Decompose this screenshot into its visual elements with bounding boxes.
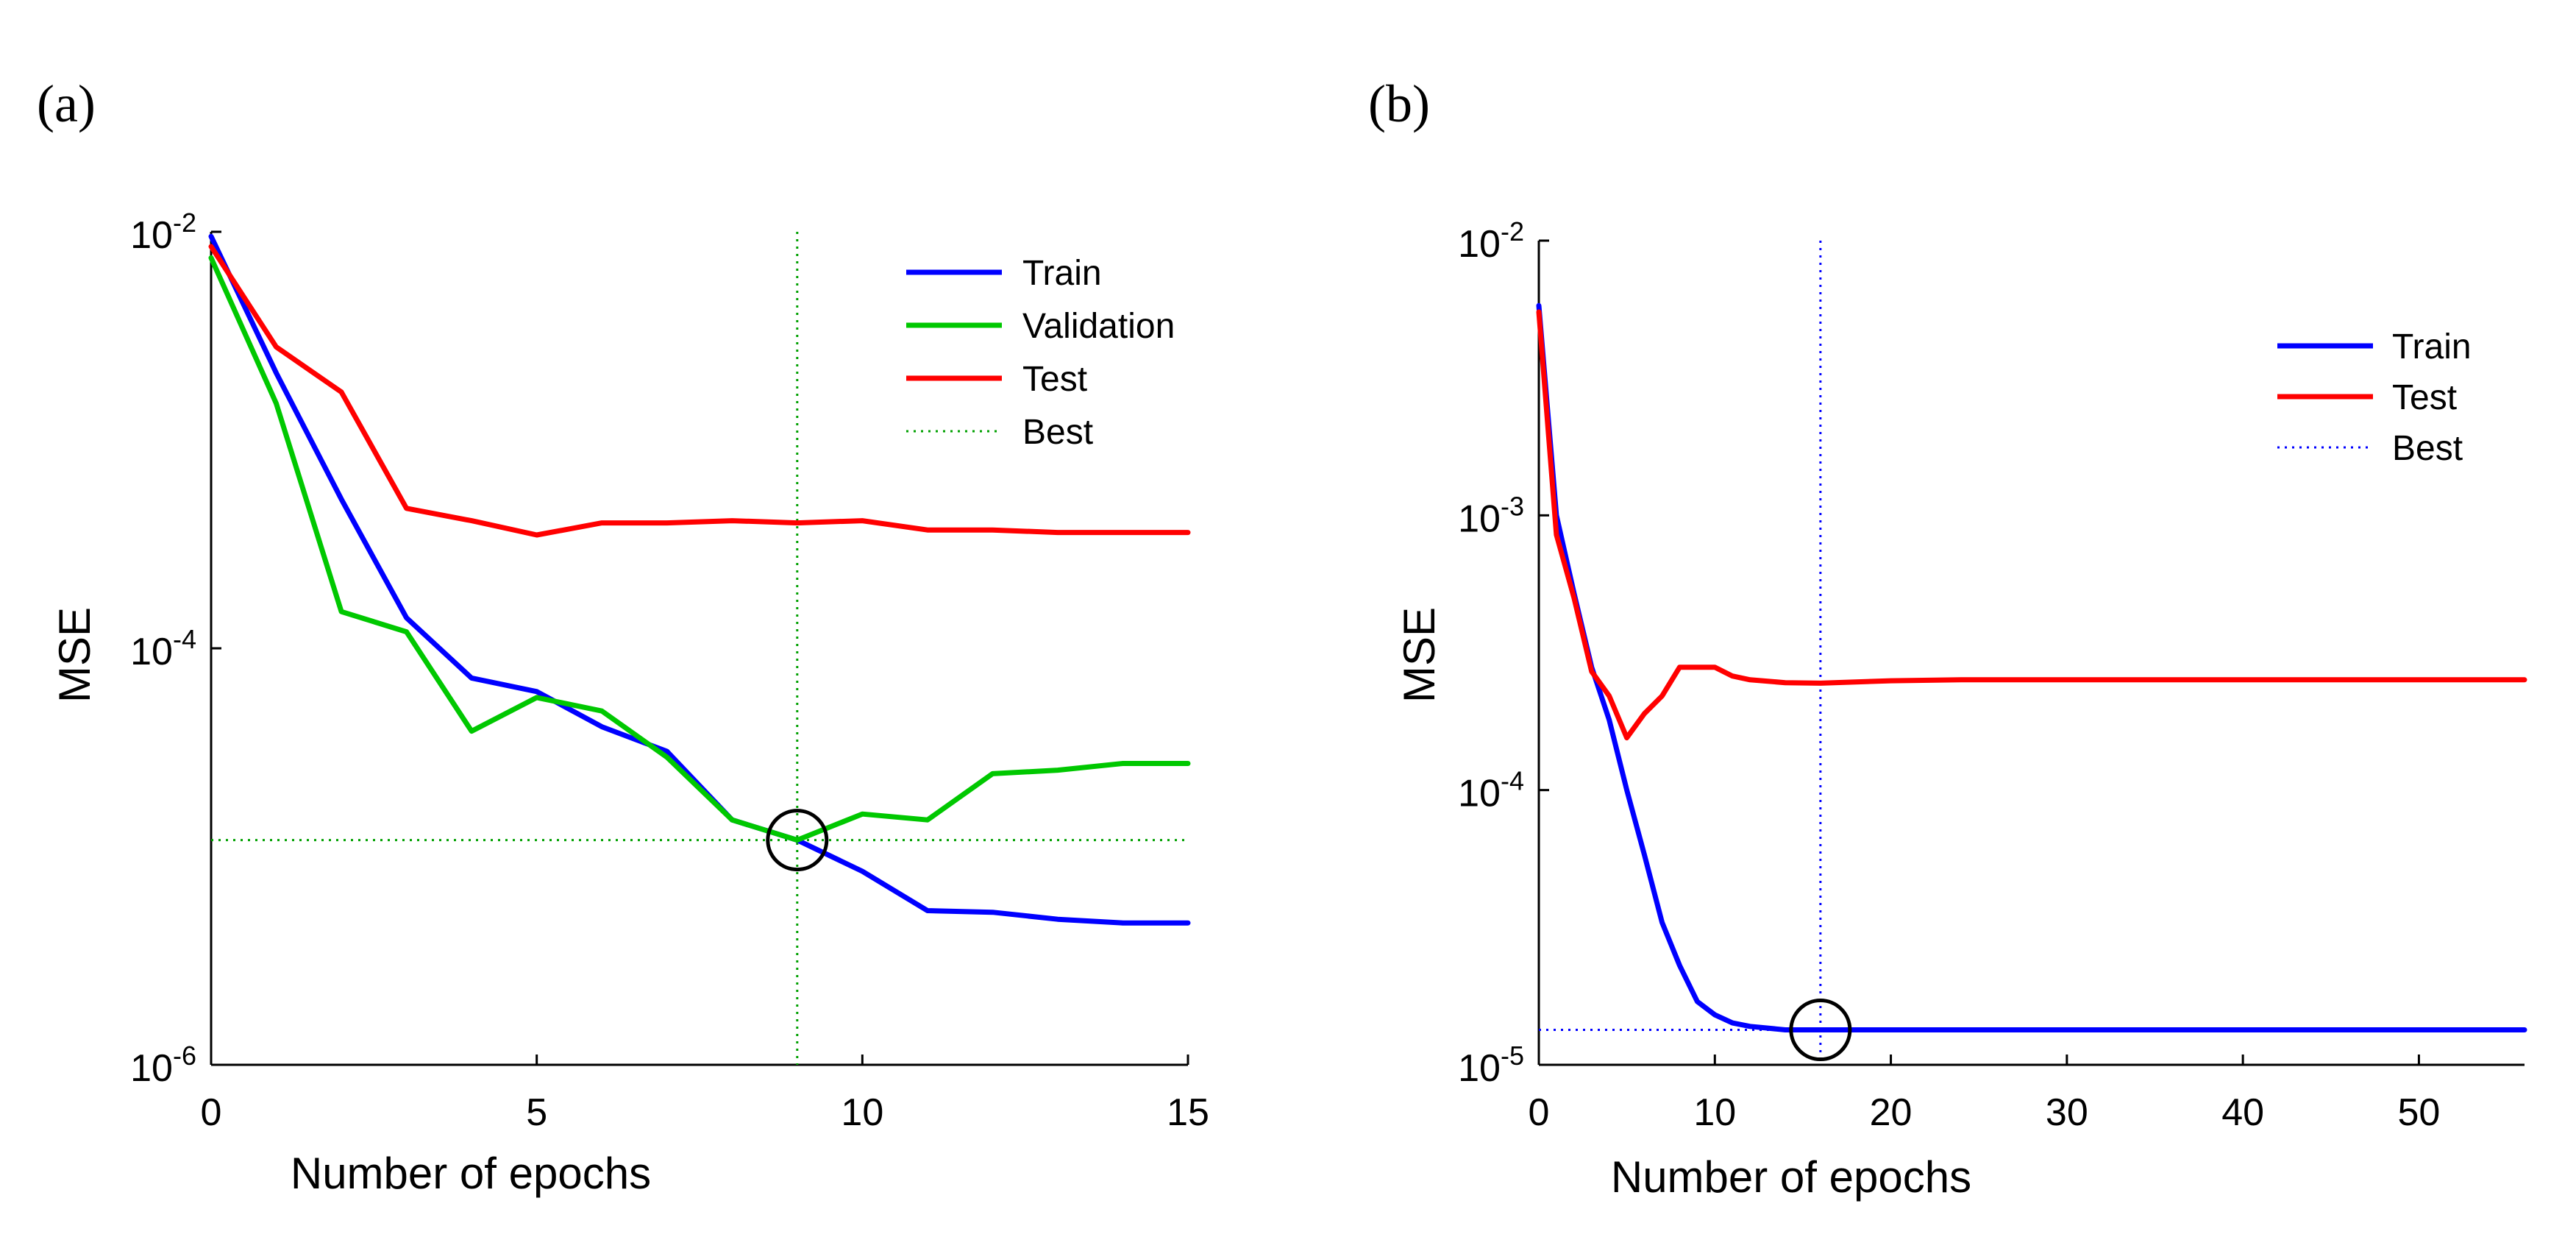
y-tick-label: 10-2 [1458, 216, 1524, 266]
y-tick-label: 10-4 [1458, 766, 1524, 815]
x-tick-label: 30 [2046, 1091, 2088, 1134]
x-tick-label: 0 [201, 1091, 222, 1134]
legend-label-best: Best [2392, 429, 2463, 468]
x-tick-label: 50 [2398, 1091, 2441, 1134]
y-tick-label: 10-5 [1458, 1041, 1524, 1090]
panel-b: (b) Number of epochs MSE 0 10 20 30 40 50 10-2… [1368, 74, 2527, 1202]
series-line-train [1536, 302, 2527, 1032]
best-marker-circle [1789, 999, 1852, 1062]
x-tick-label: 15 [1167, 1091, 1209, 1134]
legend: Train Validation Test Best [906, 254, 1175, 452]
y-tick-label: 10-4 [130, 624, 196, 673]
legend-label-best: Best [1022, 413, 1093, 452]
x-tick-label: 0 [1529, 1091, 1550, 1134]
series-line-test [1536, 309, 2527, 741]
panel-a: (a) Number of epochs MSE 0 5 10 15 10-2 10-4 1… [37, 74, 1209, 1198]
plot-area: 0 5 10 15 10-2 10-4 10-6 [130, 208, 1209, 1134]
y-tick-label: 10-2 [130, 208, 196, 257]
x-tick-label: 20 [1870, 1091, 1913, 1134]
x-tick-label: 10 [1693, 1091, 1736, 1134]
y-axis-label: MSE [50, 607, 99, 703]
legend-label-test: Test [1022, 360, 1087, 399]
legend: Train Test Best [2277, 327, 2472, 468]
x-tick-label: 40 [2221, 1091, 2264, 1134]
x-tick-label: 5 [526, 1091, 547, 1134]
best-marker-circle [766, 809, 829, 872]
series-line-test [208, 244, 1191, 538]
x-tick-label: 10 [841, 1091, 883, 1134]
y-tick-label: 10-6 [130, 1041, 196, 1090]
y-axis-label: MSE [1395, 607, 1444, 703]
panel-label: (b) [1368, 74, 1430, 133]
series-line-validation [208, 255, 1191, 843]
legend-label-validation: Validation [1022, 307, 1175, 346]
plot-area: 0 10 20 30 40 50 10-2 10-3 10-4 10-5 [1458, 216, 2527, 1134]
legend-label-train: Train [1022, 254, 1102, 293]
x-axis-label: Number of epochs [1611, 1152, 1971, 1202]
legend-label-train: Train [2392, 327, 2472, 366]
legend-label-test: Test [2392, 378, 2457, 417]
y-tick-label: 10-3 [1458, 491, 1524, 540]
x-axis-label: Number of epochs [291, 1149, 651, 1198]
panel-label: (a) [37, 74, 96, 133]
